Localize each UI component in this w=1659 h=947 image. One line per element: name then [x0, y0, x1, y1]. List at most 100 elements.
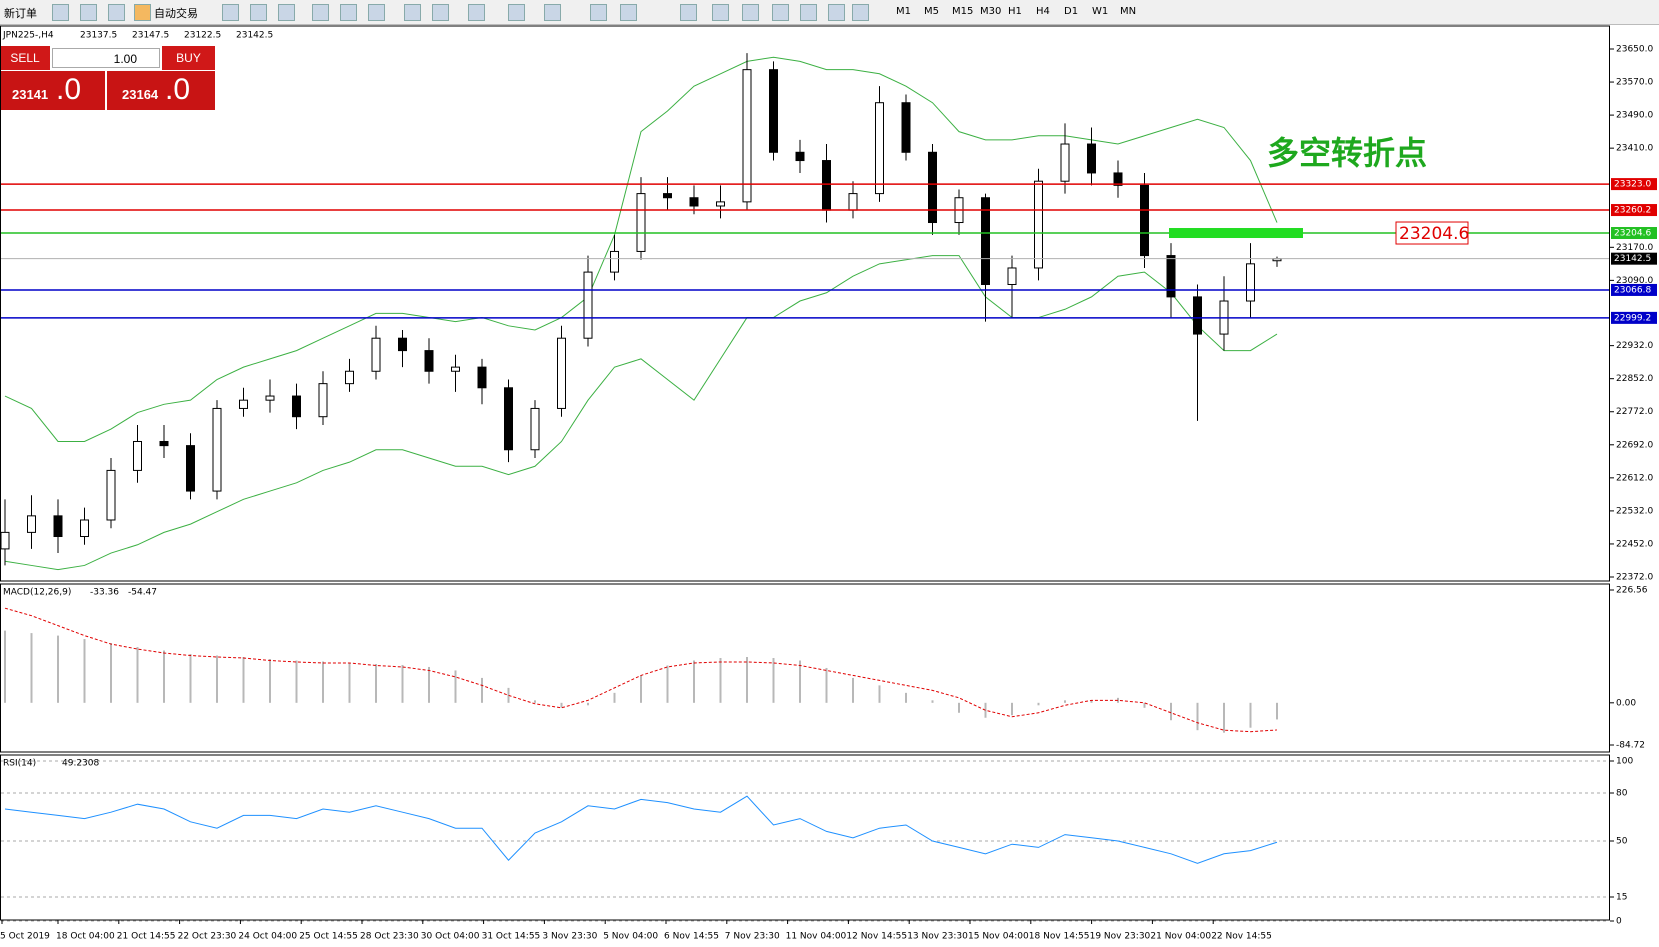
level-label: 23260.2: [1614, 206, 1651, 216]
candle-body: [239, 399, 248, 409]
icon[interactable]: [312, 4, 329, 21]
candle-body: [981, 197, 990, 285]
y-tick-label: 15: [1616, 893, 1627, 903]
y-tick-label: 0.00: [1616, 698, 1636, 708]
icon[interactable]: [222, 4, 239, 21]
candle-body: [133, 440, 142, 471]
candle-body: [1087, 143, 1096, 174]
icon[interactable]: [368, 4, 385, 21]
candle-body: [1034, 180, 1043, 269]
icon[interactable]: [340, 4, 357, 21]
icon[interactable]: [134, 4, 151, 21]
timeframe[interactable]: MN: [1120, 6, 1137, 17]
candle-body: [1193, 296, 1202, 335]
icon[interactable]: [772, 4, 789, 21]
macd-value: -33.36: [90, 588, 119, 598]
candle-body: [53, 515, 63, 538]
lower-band: [4, 255, 1278, 571]
candle-body: [212, 407, 222, 492]
macd-value: -54.47: [128, 588, 157, 598]
candle-body: [795, 151, 805, 162]
time-label: 12 Nov 14:55: [846, 932, 907, 942]
candle-body: [477, 366, 487, 389]
icon[interactable]: [828, 4, 845, 21]
level-label-bg: [1611, 311, 1657, 324]
time-label: 25 Oct 14:55: [299, 932, 358, 942]
time-label: 24 Oct 04:00: [238, 932, 297, 942]
icon[interactable]: [800, 4, 817, 21]
time-label: 18 Nov 14:55: [1029, 932, 1090, 942]
candle-body: [1113, 172, 1123, 186]
icon[interactable]: [544, 4, 561, 21]
candle-body: [345, 370, 354, 385]
icon[interactable]: [80, 4, 97, 21]
rsi-line: [4, 795, 1278, 864]
time-label: 21 Oct 14:55: [117, 932, 176, 942]
candle-body: [1166, 255, 1176, 298]
y-tick-label: 23570.0: [1616, 78, 1653, 88]
timeframe[interactable]: M1: [896, 6, 911, 17]
icon[interactable]: [278, 4, 295, 21]
y-tick-label: 226.56: [1616, 586, 1648, 596]
buy-button[interactable]: BUY: [162, 46, 215, 70]
auto-trading[interactable]: 自动交易: [154, 7, 198, 20]
time-label: 31 Oct 14:55: [482, 932, 541, 942]
y-tick-label: 22612.0: [1616, 473, 1653, 483]
bid-fraction: .0: [56, 73, 82, 106]
candle-body: [689, 197, 699, 207]
icon[interactable]: [590, 4, 607, 21]
candle-body: [398, 337, 407, 352]
candle-body: [265, 395, 275, 401]
timeframe[interactable]: M30: [980, 6, 1002, 17]
icon[interactable]: [468, 4, 485, 21]
price-pane: [0, 25, 1610, 582]
timeframe[interactable]: M5: [924, 6, 939, 17]
candle-body: [1060, 143, 1070, 182]
candle-body: [186, 445, 195, 492]
rsi-label: RSI(14): [3, 759, 36, 769]
candle-body: [371, 337, 381, 372]
icon[interactable]: [680, 4, 697, 21]
timeframe[interactable]: H4: [1036, 6, 1050, 17]
timeframe[interactable]: H1: [1008, 6, 1022, 17]
icon[interactable]: [852, 4, 869, 21]
ohlc-value: 23137.5: [80, 31, 117, 41]
timeframe[interactable]: W1: [1092, 6, 1109, 17]
icon[interactable]: [712, 4, 729, 21]
timeframe[interactable]: M15: [952, 6, 974, 17]
y-tick-label: 100: [1616, 757, 1633, 767]
time-label: 11 Nov 04:00: [786, 932, 847, 942]
timeframe[interactable]: D1: [1064, 6, 1079, 17]
icon[interactable]: [432, 4, 449, 21]
current-price-bg: [1611, 252, 1657, 265]
icon[interactable]: [108, 4, 125, 21]
icon[interactable]: [742, 4, 759, 21]
sell-button[interactable]: SELL: [0, 46, 50, 70]
candle-body: [1140, 184, 1149, 257]
trade-panel: SELL 1.00 BUY 23141 .0 23164 .0: [0, 46, 215, 110]
candle-body: [742, 69, 752, 203]
ask-box[interactable]: 23164 .0: [107, 71, 215, 110]
candle-body: [610, 250, 619, 273]
pivot-zone: [1169, 228, 1303, 239]
bid-box[interactable]: 23141 .0: [0, 71, 105, 110]
bid: 23141: [12, 87, 49, 102]
candle-body: [583, 271, 593, 339]
level-label-bg: [1611, 178, 1657, 191]
icon[interactable]: [52, 4, 69, 21]
y-tick-label: 23170.0: [1616, 243, 1653, 253]
icon[interactable]: [620, 4, 637, 21]
icon[interactable]: [508, 4, 525, 21]
candle-body: [1246, 263, 1255, 302]
y-tick-label: 23650.0: [1616, 45, 1653, 55]
candle-body: [106, 469, 116, 521]
y-tick-label: 22372.0: [1616, 573, 1653, 583]
icon[interactable]: [250, 4, 267, 21]
candle-body: [901, 102, 911, 153]
new-order[interactable]: 新订单: [4, 7, 37, 20]
level-label-bg: [1611, 227, 1657, 240]
y-tick-label: 23490.0: [1616, 111, 1653, 121]
icon[interactable]: [404, 4, 421, 21]
candle-body: [928, 151, 937, 224]
volume-box[interactable]: 1.00: [52, 48, 160, 68]
